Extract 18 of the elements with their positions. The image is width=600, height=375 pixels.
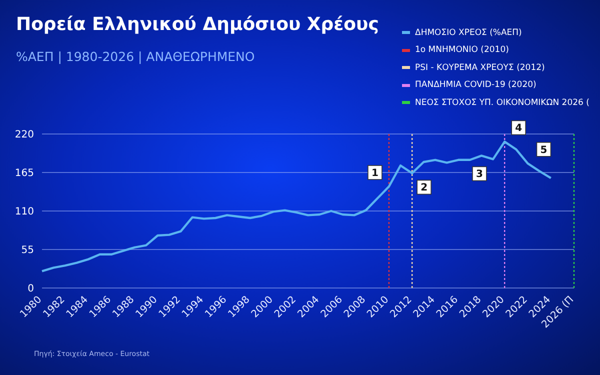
chart-title: Πορεία Ελληνικού Δημόσιου Χρέους	[16, 14, 379, 35]
legend-label: ΔΗΜΟΣΙΟ ΧΡΕΟΣ (%ΑΕΠ)	[415, 28, 522, 38]
legend-label: 1ο ΜΝΗΜΟΝΙΟ (2010)	[415, 45, 509, 56]
line-series	[40, 140, 552, 272]
y-tick-label: 110	[14, 206, 34, 218]
legend-label: ΠΑΝΔΗΜΙΑ COVID-19 (2020)	[415, 80, 536, 90]
y-tick-label: 220	[14, 130, 34, 141]
chart-subtitle: %ΑΕΠ | 1980-2026 | ΑΝΑΘΕΩΡΗΜΕΝΟ	[16, 49, 255, 64]
annotation: 5	[540, 144, 548, 156]
annotation: 1	[371, 168, 378, 179]
annotation: 3	[476, 169, 483, 180]
y-tick-label: 165	[14, 168, 34, 180]
y-tick-label: 0	[28, 284, 34, 295]
legend-label: ΝΕΟΣ ΣΤΟΧΟΣ ΥΠ. ΟΙΚΟΝΟΜΙΚΩΝ 2026 (	[415, 98, 590, 108]
annotation: 2	[420, 182, 428, 194]
y-tick-label: 55	[21, 245, 34, 256]
legend-label: PSI - ΚΟΥΡΕΜΑ ΧΡΕΟΥΣ (2012)	[415, 62, 545, 73]
annotation: 4	[515, 123, 522, 134]
